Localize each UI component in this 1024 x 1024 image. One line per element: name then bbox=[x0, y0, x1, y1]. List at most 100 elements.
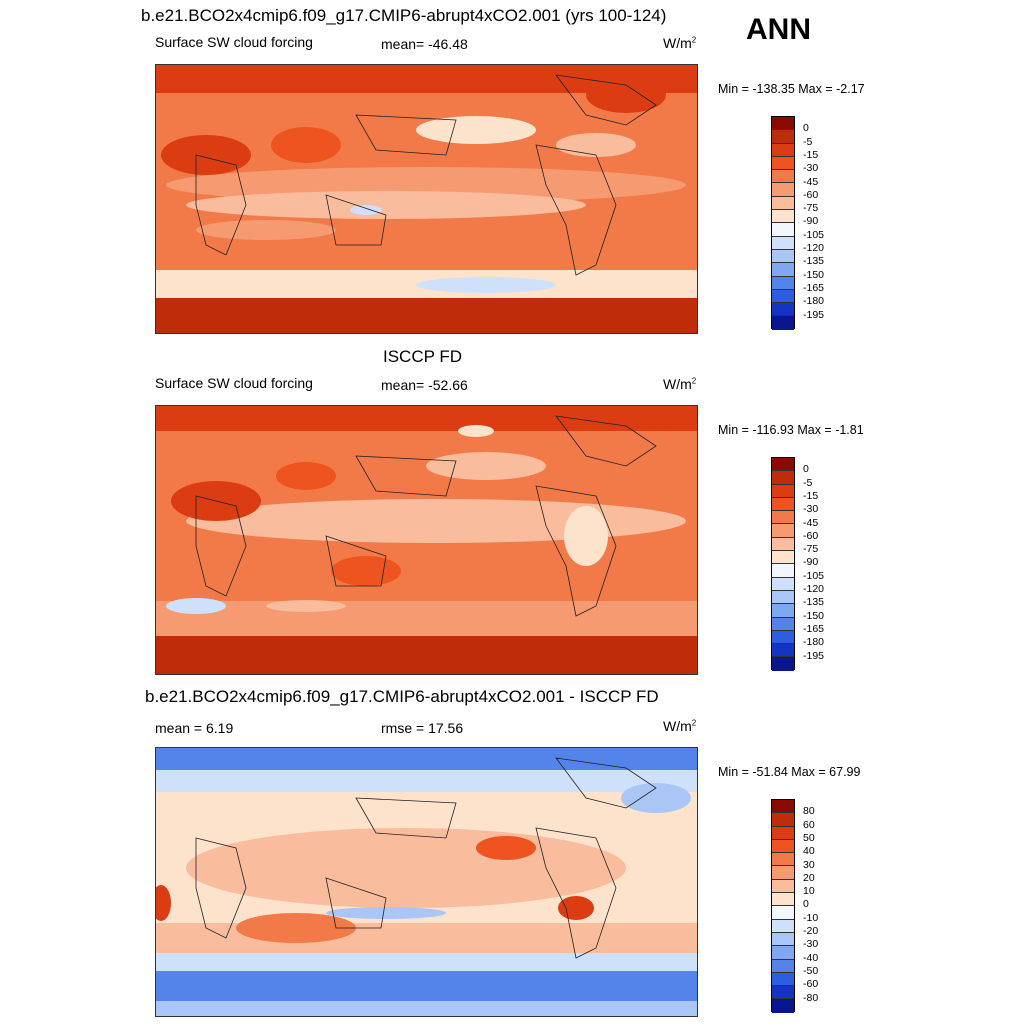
colorbar-cell bbox=[772, 657, 794, 671]
colorbar-tick-label: -10 bbox=[803, 911, 819, 924]
colorbar-tick-label: -5 bbox=[803, 476, 813, 489]
panel-2-left-label: Surface SW cloud forcing bbox=[155, 375, 313, 391]
colorbar-tick-label: -120 bbox=[803, 583, 825, 595]
colorbar-tick-label: -15 bbox=[803, 148, 819, 161]
colorbar-tick-label: -165 bbox=[803, 622, 825, 635]
colorbar-cell bbox=[772, 826, 794, 840]
colorbar-tick-label: -75 bbox=[803, 202, 819, 215]
panel-2-minmax: Min = -116.93 Max = -1.81 bbox=[718, 423, 864, 437]
colorbar-cell bbox=[772, 879, 794, 894]
colorbar-tick-label: -60 bbox=[803, 529, 819, 542]
colorbar-tick-label: -90 bbox=[803, 215, 819, 228]
panel-3-units: W/m2 bbox=[663, 718, 697, 734]
colorbar-tick-label: -80 bbox=[803, 991, 819, 1004]
colorbar-cell bbox=[772, 999, 794, 1013]
colorbar-cell bbox=[772, 919, 794, 933]
colorbar-tick-label: -165 bbox=[803, 281, 825, 294]
panel-3-map bbox=[155, 747, 698, 1017]
colorbar-tick-label: -40 bbox=[803, 951, 819, 964]
panel-1-center-label: mean= -46.48 bbox=[381, 36, 468, 52]
colorbar-tick-label: -60 bbox=[803, 188, 819, 201]
colorbar-tick-label: -195 bbox=[803, 649, 825, 662]
colorbar-cell bbox=[772, 524, 794, 538]
colorbar-cell bbox=[772, 959, 794, 973]
colorbar-cell bbox=[772, 800, 794, 814]
colorbar-cell bbox=[772, 839, 794, 854]
colorbar-cell bbox=[772, 289, 794, 304]
colorbar-tick-label: -135 bbox=[803, 596, 825, 609]
colorbar-cell bbox=[772, 210, 794, 224]
colorbar-tick-label: 0 bbox=[803, 898, 809, 911]
colorbar-cell bbox=[772, 303, 794, 317]
colorbar-cell bbox=[772, 564, 794, 578]
colorbar-cell bbox=[772, 143, 794, 157]
colorbar-cell bbox=[772, 972, 794, 987]
colorbar-tick-label: 50 bbox=[803, 831, 815, 844]
panel-1-title: b.e21.BCO2x4cmip6.f09_g17.CMIP6-abrupt4x… bbox=[141, 6, 667, 25]
panel-1-left-label: Surface SW cloud forcing bbox=[155, 34, 313, 50]
colorbar-cell bbox=[772, 604, 794, 618]
colorbar-tick-label: -105 bbox=[803, 228, 825, 241]
colorbar-tick-label: -150 bbox=[803, 268, 825, 281]
colorbar-tick-label: -30 bbox=[803, 938, 819, 951]
colorbar-cell bbox=[772, 458, 794, 472]
season-label: ANN bbox=[746, 13, 811, 46]
colorbar-cell bbox=[772, 617, 794, 631]
colorbar-cell bbox=[772, 813, 794, 827]
colorbar-tick-label: -90 bbox=[803, 556, 819, 569]
colorbar-tick-label: -195 bbox=[803, 308, 825, 321]
panel-1-map bbox=[155, 64, 698, 334]
panel-1-minmax: Min = -138.35 Max = -2.17 bbox=[718, 82, 865, 96]
colorbar-cell bbox=[772, 156, 794, 171]
colorbar-tick-label: 10 bbox=[803, 885, 815, 898]
panel-1-colorbar bbox=[771, 116, 795, 330]
colorbar-tick-label: 0 bbox=[803, 122, 809, 135]
colorbar-cell bbox=[772, 471, 794, 485]
colorbar-cell bbox=[772, 484, 794, 498]
colorbar-cell bbox=[772, 497, 794, 512]
colorbar-cell bbox=[772, 223, 794, 237]
panel-2-colorbar bbox=[771, 457, 795, 671]
colorbar-cell bbox=[772, 932, 794, 947]
colorbar-tick-label: -45 bbox=[803, 516, 819, 529]
panel-3-title: b.e21.BCO2x4cmip6.f09_g17.CMIP6-abrupt4x… bbox=[145, 687, 659, 706]
colorbar-tick-label: -45 bbox=[803, 175, 819, 188]
colorbar-cell bbox=[772, 893, 794, 907]
colorbar-cell bbox=[772, 276, 794, 290]
colorbar-tick-label: -120 bbox=[803, 242, 825, 254]
colorbar-cell bbox=[772, 263, 794, 277]
panel-2-units: W/m2 bbox=[663, 376, 697, 392]
colorbar-tick-label: -30 bbox=[803, 162, 819, 175]
colorbar-cell bbox=[772, 866, 794, 880]
colorbar-tick-label: -150 bbox=[803, 609, 825, 622]
colorbar-cell bbox=[772, 906, 794, 920]
colorbar-cell bbox=[772, 946, 794, 960]
colorbar-tick-label: -60 bbox=[803, 978, 819, 991]
colorbar-tick-label: -135 bbox=[803, 255, 825, 268]
colorbar-cell bbox=[772, 117, 794, 131]
colorbar-cell bbox=[772, 590, 794, 605]
panel-3-minmax: Min = -51.84 Max = 67.99 bbox=[718, 765, 861, 779]
colorbar-tick-label: -5 bbox=[803, 135, 813, 148]
colorbar-cell bbox=[772, 316, 794, 330]
colorbar-cell bbox=[772, 577, 794, 591]
colorbar-tick-label: 20 bbox=[803, 871, 815, 884]
colorbar-tick-label: -105 bbox=[803, 569, 825, 582]
colorbar-tick-label: -180 bbox=[803, 295, 825, 308]
colorbar-tick-label: 80 bbox=[803, 805, 815, 818]
colorbar-tick-label: 30 bbox=[803, 858, 815, 871]
colorbar-cell bbox=[772, 183, 794, 197]
panel-3-center-label: rmse = 17.56 bbox=[381, 720, 464, 736]
colorbar-tick-label: -15 bbox=[803, 489, 819, 502]
panel-3-left-label: mean = 6.19 bbox=[155, 720, 234, 736]
panel-3-colorbar bbox=[771, 799, 795, 1013]
colorbar-cell bbox=[772, 986, 794, 1000]
colorbar-cell bbox=[772, 170, 794, 184]
colorbar-tick-label: -180 bbox=[803, 636, 825, 649]
colorbar-cell bbox=[772, 249, 794, 264]
colorbar-cell bbox=[772, 853, 794, 867]
colorbar-cell bbox=[772, 130, 794, 144]
colorbar-tick-label: 0 bbox=[803, 463, 809, 476]
colorbar-cell bbox=[772, 196, 794, 211]
panel-2-center-label: mean= -52.66 bbox=[381, 377, 468, 393]
